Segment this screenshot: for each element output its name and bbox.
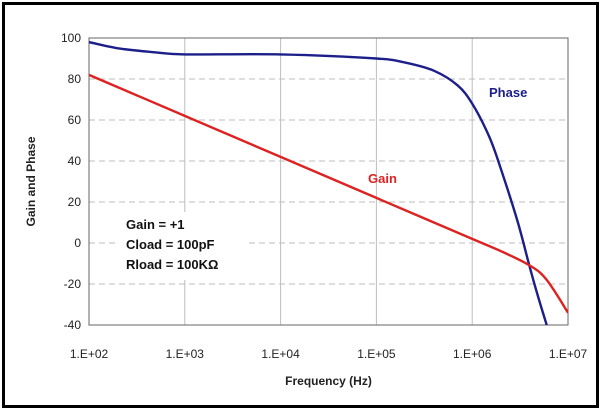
- series-label-phase: Phase: [489, 85, 527, 100]
- y-tick-label: 20: [68, 195, 82, 209]
- annotation-line: Cload = 100pF: [126, 237, 215, 252]
- plot-border: [88, 37, 569, 326]
- annotation-background: [119, 212, 247, 280]
- annotation-line: Gain = +1: [126, 217, 185, 232]
- annotation-box: Gain = +1 Cload = 100pF Rload = 100KΩ: [119, 212, 247, 280]
- y-axis-title: Gain and Phase: [24, 136, 38, 226]
- series-line-phase: [89, 40, 548, 325]
- y-tick-label: 40: [68, 154, 82, 168]
- y-tick-label: 100: [61, 31, 81, 45]
- annotation-line: Rload = 100KΩ: [126, 257, 218, 272]
- x-tick-label: 1.E+02: [70, 347, 109, 361]
- y-tick-labels: 100 80 60 40 20 0 -20 -40: [61, 31, 81, 332]
- series-line-gain: [89, 73, 568, 314]
- plot-area: [89, 38, 568, 325]
- series-label-gain: Gain: [368, 171, 397, 186]
- y-tick-label: -20: [64, 277, 82, 291]
- y-tick-label: 0: [74, 236, 81, 250]
- x-tick-label: 1.E+04: [261, 347, 300, 361]
- x-tick-label: 1.E+07: [549, 347, 588, 361]
- series-lines: [89, 40, 568, 325]
- x-tick-label: 1.E+05: [357, 347, 396, 361]
- x-axis-title: Frequency (Hz): [285, 374, 372, 388]
- x-tick-label: 1.E+06: [453, 347, 492, 361]
- y-tick-label: -40: [64, 318, 82, 332]
- x-tick-label: 1.E+03: [166, 347, 205, 361]
- y-tick-label: 80: [68, 72, 82, 86]
- y-tick-label: 60: [68, 113, 82, 127]
- x-tick-labels: 1.E+02 1.E+03 1.E+04 1.E+05 1.E+06 1.E+07: [70, 347, 588, 361]
